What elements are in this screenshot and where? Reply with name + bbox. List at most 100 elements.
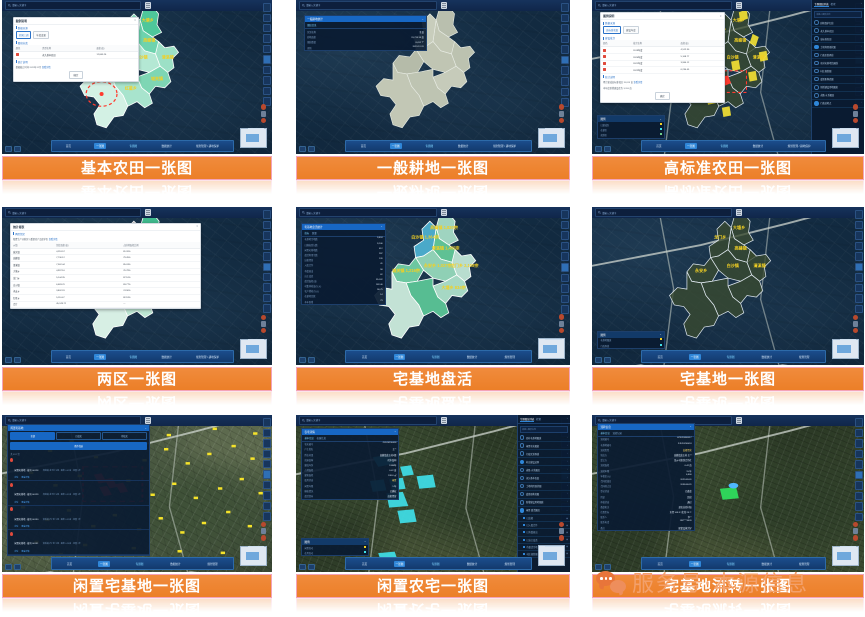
info-panel-tab[interactable]: 权属信息 — [316, 437, 326, 440]
filter-chip[interactable]: 全国三调 — [15, 30, 32, 39]
zoom-control[interactable] — [852, 104, 859, 124]
bottom-menu-item[interactable]: 一张图 — [94, 142, 107, 149]
gis-application-screenshot[interactable]: 请输入关键字 流转信息 ⌄ 基本信息 流转记录 流转编号 LZ2023090017… — [592, 415, 864, 572]
bottom-menu-item[interactable]: 规划管理 / 耕地保护 — [196, 355, 220, 359]
bottom-menu-item[interactable]: 一张图 — [393, 353, 406, 360]
layer-item[interactable]: 农村宅基地图斑 › — [517, 434, 570, 443]
gis-application-screenshot[interactable]: 大塘乡高峰镇清溪镇龙门乡白沙镇永安乡城关镇红星乡 请输入关键字 图例说明 × 数… — [2, 0, 272, 154]
clear-icon[interactable] — [854, 294, 864, 303]
locate-icon[interactable] — [560, 98, 570, 107]
layer-visibility-icon[interactable]: ◉ — [566, 546, 568, 549]
parcel-marker[interactable] — [158, 517, 163, 520]
chevron-right-icon[interactable]: › — [861, 62, 862, 65]
layers-icon[interactable] — [560, 210, 570, 219]
layers-icon[interactable] — [262, 210, 272, 219]
layer-item[interactable]: 耕地保护红线 › — [812, 19, 864, 28]
zoom-out-icon[interactable] — [852, 535, 859, 541]
zoom-out-icon[interactable] — [558, 535, 564, 541]
parcel-marker[interactable] — [247, 524, 253, 528]
chevron-right-icon[interactable]: › — [567, 468, 568, 471]
minimap[interactable] — [832, 338, 859, 359]
bottom-menu-item[interactable]: 专题图 — [431, 355, 440, 359]
chevron-right-icon[interactable]: › — [861, 37, 862, 40]
basemap-toggle-icon[interactable] — [4, 145, 12, 152]
zoom-out-icon[interactable] — [852, 327, 859, 334]
bottom-menu-item[interactable]: 数据统计 — [466, 562, 478, 566]
parcel-marker[interactable] — [172, 482, 177, 486]
bottom-menu-item[interactable]: 规划管理 — [504, 562, 515, 566]
layer-item[interactable]: 行政驻地点 › — [812, 100, 864, 109]
zoom-in-icon[interactable] — [852, 521, 859, 528]
clear-icon[interactable] — [560, 87, 570, 97]
basemap-toggle-icon[interactable] — [594, 356, 602, 363]
info-panel[interactable]: 宅基地盘活统计 ⌄ 指标 数量 宅基地宗地数 9,824 已确权登记数 9,106… — [301, 222, 386, 306]
map-region[interactable] — [727, 274, 764, 304]
zoom-slider[interactable] — [558, 528, 564, 535]
parcel-marker[interactable] — [180, 531, 185, 534]
bottom-menu-item[interactable]: 首页 — [657, 355, 663, 359]
chevron-down-icon[interactable]: ⌄ — [380, 225, 383, 229]
bottom-menu-item[interactable]: 一张图 — [688, 560, 701, 567]
bottom-menu-item[interactable]: 一张图 — [94, 353, 107, 360]
zoom-slider[interactable] — [852, 320, 859, 327]
measure-icon[interactable] — [854, 220, 864, 230]
layer-item[interactable]: 高标准农田 › — [812, 35, 864, 44]
marker-icon[interactable] — [854, 231, 864, 240]
map-search-input[interactable]: 请输入关键字 — [5, 416, 141, 425]
zoom-out-icon[interactable] — [558, 117, 564, 124]
bottom-menu-item[interactable]: 专题图 — [129, 144, 138, 148]
map-search-input[interactable]: 请输入关键字 — [5, 208, 141, 217]
compass-icon[interactable] — [560, 252, 570, 261]
clear-icon[interactable] — [854, 502, 864, 511]
minimap[interactable] — [832, 545, 859, 566]
measure-icon[interactable] — [560, 13, 570, 23]
bottom-menu-item[interactable]: 首页 — [65, 144, 71, 148]
parcel-marker[interactable] — [185, 462, 190, 465]
info-panel[interactable]: 流转信息 ⌄ 基本信息 流转记录 流转编号 LZ2023090017 宅基地编号 … — [597, 422, 695, 532]
detail-action[interactable]: 查看详情 — [21, 550, 30, 553]
zoom-slider[interactable] — [260, 321, 267, 328]
marker-icon[interactable] — [560, 24, 570, 33]
chevron-right-icon[interactable]: › — [567, 444, 568, 447]
clear-icon[interactable] — [262, 86, 272, 96]
parcel-marker[interactable] — [226, 510, 231, 514]
info-panel-tab[interactable]: 指标 — [304, 232, 310, 235]
collapse-icon[interactable]: ⌄ — [364, 540, 367, 544]
compass-icon[interactable] — [854, 460, 864, 469]
bottom-menu-item[interactable]: 专题图 — [431, 562, 440, 566]
bottom-menu-item[interactable]: 规划管理 — [207, 562, 218, 566]
chevron-right-icon[interactable]: › — [567, 477, 568, 480]
parcel-marker[interactable] — [218, 487, 223, 490]
chevron-right-icon[interactable]: › — [861, 53, 862, 56]
layer-visibility-icon[interactable]: ◉ — [566, 539, 568, 542]
location-marker[interactable] — [728, 482, 739, 489]
print-icon[interactable] — [262, 65, 272, 75]
bottom-menu-item[interactable]: 一张图 — [688, 353, 701, 360]
basemap-toggle-icon[interactable] — [298, 356, 306, 363]
parcel-marker[interactable] — [193, 496, 199, 500]
fullscreen-icon[interactable] — [854, 283, 864, 293]
layer-item[interactable]: 遥感影像底图 › — [517, 491, 570, 499]
legend-dialog[interactable]: 统计报表 × 两区划定 粮食生产功能区与重要农产品保护区 查看详情 乡镇 划定面积(亩… — [10, 222, 202, 310]
zoom-slider[interactable] — [558, 320, 564, 327]
chevron-right-icon[interactable]: › — [861, 45, 862, 48]
layer-item[interactable]: 遥感影像底图 › — [812, 76, 864, 84]
minimap[interactable] — [240, 545, 267, 566]
print-icon[interactable] — [262, 480, 272, 490]
layer-checkbox[interactable] — [519, 451, 525, 456]
legend-panel[interactable]: 图例 ⌄ 已建成区 在建区 规划区 — [597, 115, 665, 139]
layer-sidebar-tab[interactable]: 检索 — [536, 418, 542, 421]
marker-icon[interactable] — [262, 231, 272, 240]
chevron-right-icon[interactable]: › — [861, 86, 862, 89]
layer-sub-item[interactable]: 已出租 ◉ — [517, 515, 570, 523]
zoom-in-icon[interactable] — [558, 521, 564, 528]
bottom-menu-item[interactable]: 数据统计 — [466, 355, 478, 359]
fullscreen-icon[interactable] — [560, 77, 570, 86]
basemap-toggle-icon[interactable] — [594, 145, 602, 152]
zoom-out-icon[interactable] — [558, 327, 564, 334]
basemap-toggle-icon[interactable] — [298, 145, 306, 152]
terrain-toggle-icon[interactable] — [603, 563, 611, 570]
measure-icon[interactable] — [854, 428, 864, 438]
bottom-menu-item[interactable]: 规划管理 / 耕地保护 — [196, 144, 220, 148]
compass-icon[interactable] — [262, 44, 272, 54]
